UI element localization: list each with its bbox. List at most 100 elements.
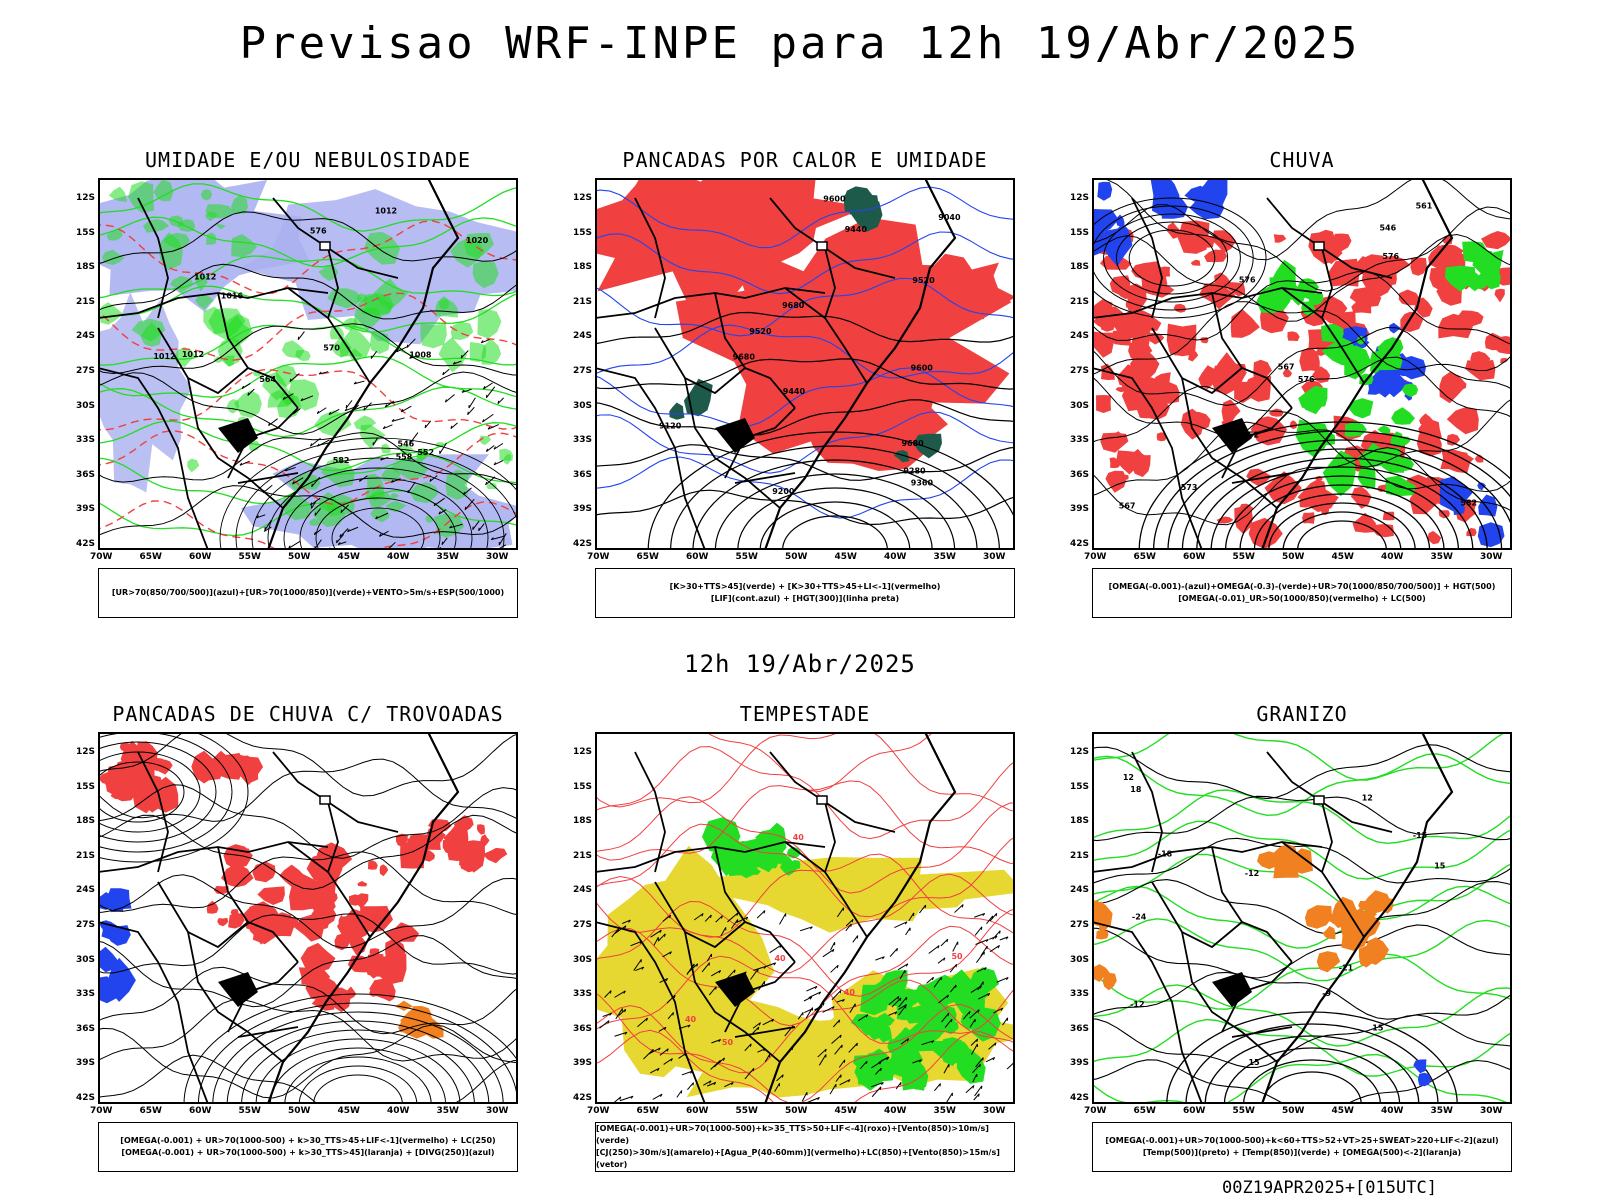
wind-vector-head: [979, 1064, 981, 1068]
shaded-area: [1339, 922, 1370, 951]
wind-vector: [836, 907, 845, 918]
contour-line: [1092, 205, 1254, 311]
contour-line: [98, 431, 518, 486]
wind-vector: [445, 394, 455, 403]
state-border: [824, 801, 836, 873]
shaded-area: [1413, 1059, 1427, 1074]
wind-vector-head: [752, 1068, 755, 1072]
wind-vector: [311, 500, 317, 509]
shaded-area: [106, 888, 132, 910]
wind-vector-head: [749, 1043, 752, 1047]
wind-vector: [710, 969, 721, 977]
wind-vector-head: [347, 528, 350, 532]
wind-vector-head: [666, 1048, 669, 1052]
wind-vector: [756, 910, 766, 919]
state-border: [1281, 841, 1365, 938]
wind-vector: [835, 1074, 842, 1082]
shaded-area: [1298, 386, 1328, 408]
wind-vector: [453, 360, 462, 365]
wind-vector-head: [982, 913, 986, 917]
wind-vector-head: [882, 956, 885, 960]
shaded-area: [914, 986, 939, 1009]
wind-vector: [463, 487, 472, 496]
wind-vector: [380, 456, 389, 461]
wind-vector-head: [317, 443, 320, 447]
shaded-area: [453, 815, 474, 832]
shaded-area: [438, 337, 468, 373]
panel-legend: [OMEGA(-0.001)+UR>70(1000-500)+k<60+TTS>…: [1092, 1122, 1512, 1172]
latitude-tick-label: 24S: [1070, 331, 1090, 342]
shaded-area: [1202, 235, 1215, 248]
wind-vector: [300, 395, 314, 402]
latitude-tick-label: 30S: [573, 954, 593, 965]
shaded-area: [228, 913, 245, 929]
latitude-tick-label: 12S: [573, 193, 593, 203]
wind-vector: [900, 1038, 909, 1045]
shaded-area: [106, 230, 123, 241]
state-border: [724, 407, 796, 479]
contour-line: [1092, 197, 1267, 319]
shaded-area: [252, 861, 276, 883]
longitude-tick-label: 40W: [884, 552, 907, 562]
wind-vector: [498, 533, 507, 546]
wind-vector: [347, 526, 359, 533]
wind-vector: [831, 990, 842, 1001]
state-border: [187, 931, 284, 1063]
wind-vector: [898, 1004, 907, 1010]
state-border: [1092, 921, 1203, 1104]
longitude-tick-label: 60W: [686, 552, 709, 562]
shaded-area: [1350, 486, 1372, 509]
shaded-area: [875, 1062, 894, 1081]
shaded-area: [893, 450, 910, 463]
contour-line: [98, 741, 217, 843]
latitude-tick-label: 36S: [573, 1023, 593, 1034]
wind-vector: [888, 1011, 898, 1016]
wind-vector: [310, 437, 321, 447]
wind-vector: [316, 407, 327, 415]
wind-vector: [710, 1059, 721, 1070]
state-border: [137, 197, 169, 319]
contour-line: [331, 507, 425, 550]
wind-vector-head: [937, 945, 940, 949]
wind-vector: [336, 534, 345, 544]
state-border: [98, 367, 209, 550]
wind-vector-head: [994, 1042, 997, 1046]
latitude-tick-label: 24S: [76, 331, 96, 342]
shaded-area: [1398, 289, 1421, 306]
wind-vector: [658, 1026, 667, 1032]
latitude-tick-label: 18S: [573, 816, 593, 827]
shaded-area: [257, 886, 285, 905]
contour-label: 1012: [194, 272, 216, 281]
lake-mark: [715, 418, 755, 453]
wind-vector-head: [396, 349, 399, 353]
state-border: [634, 751, 666, 873]
state-border: [227, 407, 299, 479]
legend-line: [OMEGA(-0.001)+UR>70(1000-500)+k<60+TTS>…: [1105, 1136, 1499, 1145]
wind-vector: [372, 437, 379, 446]
contour-label: 40: [844, 988, 856, 997]
contour-label: -15: [1413, 831, 1428, 840]
wind-vector-head: [664, 933, 666, 937]
wind-vector-head: [429, 478, 432, 482]
wind-vector: [744, 1043, 752, 1052]
wind-vector: [830, 964, 839, 973]
wind-vector-head: [461, 389, 465, 393]
shaded-area: [1125, 300, 1137, 309]
shaded-area: [1130, 361, 1152, 383]
wind-vector-head: [939, 1083, 941, 1087]
wind-vector: [726, 969, 736, 980]
shaded-area: [395, 833, 408, 847]
wind-vector: [637, 1017, 648, 1028]
shaded-area: [1417, 1072, 1432, 1087]
wind-vector: [409, 355, 418, 359]
wind-vector: [285, 466, 296, 472]
wind-vector-head: [894, 1011, 898, 1015]
wind-vector-head: [490, 537, 494, 541]
contour-line: [98, 454, 518, 505]
wind-vector-head: [822, 1002, 825, 1006]
contour-line: [313, 1074, 403, 1104]
latitude-tick-label: 42S: [1070, 1093, 1090, 1103]
contour-label: 9520: [912, 276, 935, 285]
wind-vector: [848, 1042, 858, 1053]
longitude-tick-label: 35W: [436, 1106, 459, 1116]
